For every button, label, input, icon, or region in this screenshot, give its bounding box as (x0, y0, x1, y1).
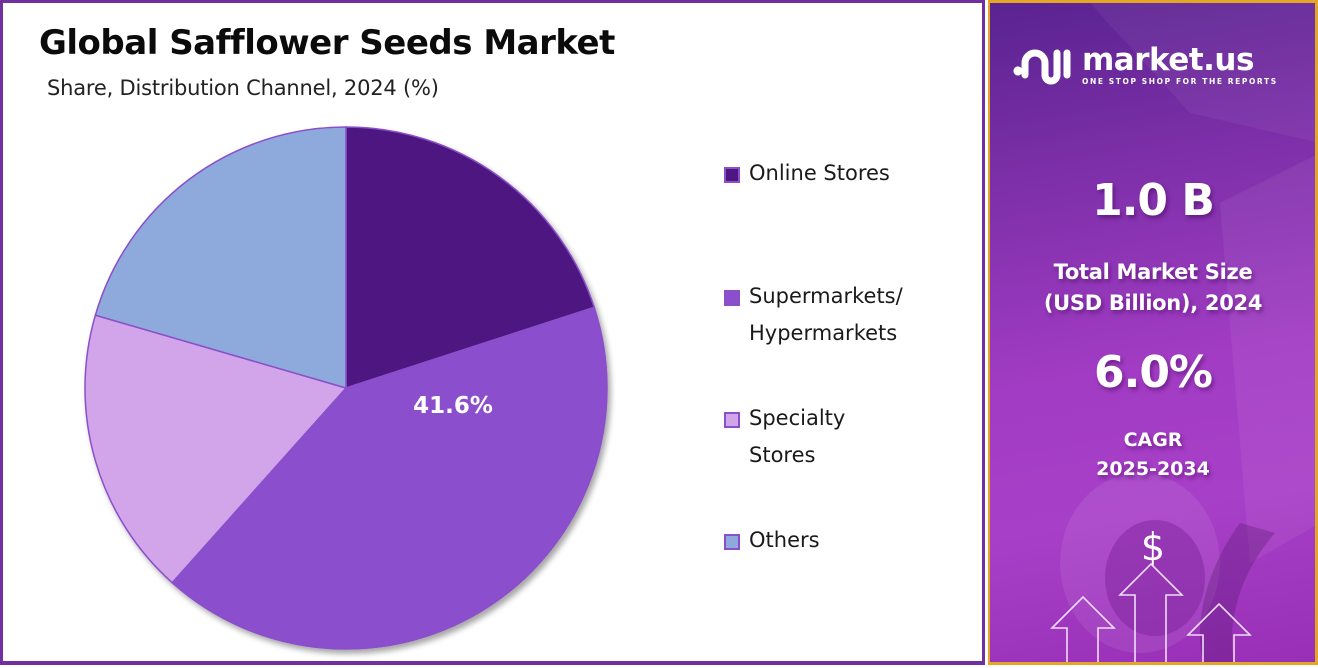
legend-item-online-stores: Online Stores (724, 161, 890, 192)
pie-slices (84, 126, 608, 650)
pie-data-label: 41.6% (413, 393, 493, 419)
pie-slice-others (94, 126, 347, 389)
pie-chart: 41.6% (84, 126, 608, 650)
legend-label: Supermarkets/ Hypermarkets (749, 284, 903, 345)
pie-slice-online-stores (345, 126, 596, 390)
legend-label: Specialty Stores (749, 406, 846, 467)
legend-swatch (724, 290, 740, 306)
brand-tagline: ONE STOP SHOP FOR THE REPORTS (1082, 76, 1278, 86)
legend-item-specialty-stores: Specialty Stores (724, 406, 845, 474)
pie-slice-supermarkets-hypermarkets (171, 306, 608, 650)
chart-subtitle: Share, Distribution Channel, 2024 (%) (47, 76, 439, 100)
summary-panel: market.us ONE STOP SHOP FOR THE REPORTS … (988, 0, 1318, 665)
legend-item-others: Others (724, 528, 820, 559)
legend-swatch (724, 167, 740, 183)
legend-label: Online Stores (749, 161, 890, 185)
brand-name: market.us (1082, 41, 1254, 78)
cagr-label: CAGR 2025-2034 (1096, 429, 1210, 480)
legend-swatch (724, 534, 740, 550)
cagr-value: 6.0% (1093, 347, 1213, 398)
market-size-value: 1.0 B (1092, 175, 1215, 226)
legend-label: Others (749, 528, 820, 552)
chart-title: Global Safflower Seeds Market (39, 23, 615, 63)
dollar-icon: $ (1140, 525, 1166, 569)
brand-logo: market.us ONE STOP SHOP FOR THE REPORTS (1012, 41, 1278, 89)
legend-swatch (724, 412, 740, 428)
pie-slice-specialty-stores (84, 314, 348, 584)
legend-item-supermarkets: Supermarkets/ Hypermarkets (724, 284, 903, 352)
market-size-label: Total Market Size (USD Billion), 2024 (1043, 260, 1263, 315)
market-us-logo-icon (1013, 49, 1071, 85)
